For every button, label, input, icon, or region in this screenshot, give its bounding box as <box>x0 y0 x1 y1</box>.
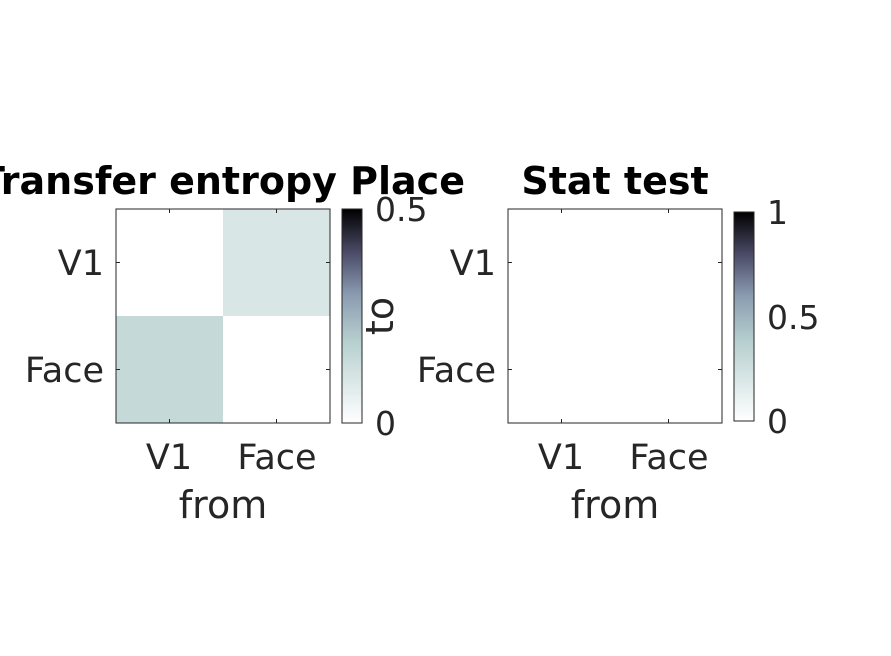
axis-ticks <box>116 209 330 423</box>
chart-title: Stat test <box>521 159 708 203</box>
heatmap-cells <box>508 209 722 423</box>
x-tick-label: V1 <box>538 438 584 478</box>
x-tick-label: Face <box>237 438 316 478</box>
x-axis-label: from <box>571 483 659 527</box>
chart-title: Transfer entropy Place <box>0 159 465 203</box>
y-axis-label: to <box>358 297 402 335</box>
heatmap-cell <box>116 316 223 423</box>
axes-box <box>115 208 331 424</box>
heatmap-cell <box>508 209 615 316</box>
heatmap-cell <box>508 316 615 423</box>
axis-ticks <box>508 209 722 423</box>
colorbar: 1 0.5 0 <box>733 193 819 441</box>
colorbar-tick-label: 0.5 <box>375 190 427 229</box>
axes-box <box>507 208 723 424</box>
y-tick-label: Face <box>25 351 104 391</box>
heatmap-cells <box>116 209 330 423</box>
y-tick-label: Face <box>417 351 496 391</box>
colorbar-tick-label: 0 <box>375 404 396 443</box>
x-tick-label: V1 <box>146 438 192 478</box>
x-tick-label: Face <box>629 438 708 478</box>
heatmap-panel-1: Transfer entropy Place V1 Face V1 Face f… <box>0 159 465 527</box>
colorbar-gradient <box>733 211 755 422</box>
colorbar-tick-label: 0 <box>767 402 788 441</box>
colorbar: 0.5 0 <box>341 190 427 443</box>
y-tick-label: V1 <box>450 244 496 284</box>
colorbar-tick-label: 1 <box>767 193 788 232</box>
heatmap-cell <box>615 316 722 423</box>
y-tick-label: V1 <box>58 244 104 284</box>
heatmap-cell <box>116 209 223 316</box>
heatmap-cell <box>615 209 722 316</box>
colorbar-tick-label: 0.5 <box>767 298 819 337</box>
colorbar-gradient <box>341 208 363 424</box>
heatmap-cell <box>223 209 330 316</box>
heatmap-panel-2: Stat test V1 Face V1 Face from 1 0.5 0 <box>417 159 820 527</box>
x-axis-label: from <box>179 483 267 527</box>
heatmap-cell <box>223 316 330 423</box>
